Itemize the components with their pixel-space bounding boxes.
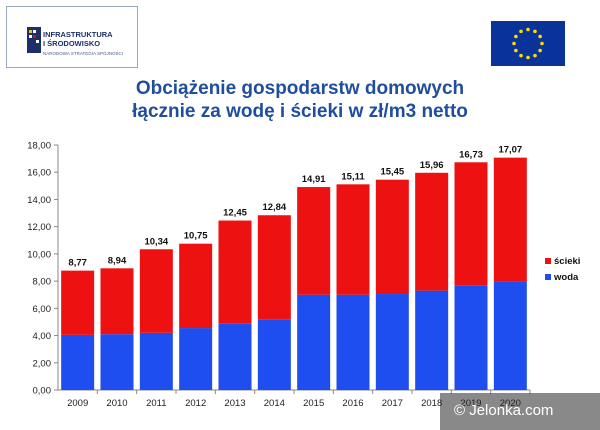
bar-scieki	[100, 268, 134, 335]
eu-star-icon	[512, 41, 516, 46]
chart-title-line-1: Obciążenie gospodarstw domowych	[135, 78, 465, 99]
x-tick-label: 2015	[303, 398, 324, 409]
legend-label: woda	[553, 272, 579, 283]
bar-woda	[336, 294, 370, 390]
bar-total-label: 16,73	[459, 149, 483, 160]
bar-scieki	[139, 249, 173, 333]
bar-scieki	[493, 157, 527, 282]
chart-title-line-2: łącznie za wodę i ścieki w zł/m3 netto	[132, 101, 468, 122]
bar-total-label: 15,11	[341, 171, 365, 182]
bar-total-label: 15,96	[420, 160, 444, 171]
bar-scieki	[415, 172, 449, 291]
watermark-text: © Jelonka.com	[454, 402, 554, 419]
bar-total-label: 12,84	[262, 202, 286, 213]
eu-star-icon	[538, 34, 542, 39]
bar-scieki	[61, 270, 95, 335]
bar-total-label: 15,45	[380, 167, 404, 178]
bar-total-label: 10,34	[144, 236, 168, 247]
bar-total-label: 8,77	[68, 258, 87, 269]
bar-scieki	[218, 220, 252, 324]
bar-woda	[100, 334, 134, 390]
eu-star-icon	[526, 27, 530, 32]
eu-star-icon	[514, 34, 518, 39]
logo-mark-icon	[27, 27, 41, 53]
bar-woda	[139, 332, 173, 390]
bar-total-label: 12,45	[223, 208, 247, 219]
bar-woda	[179, 328, 213, 390]
eu-star-icon	[519, 29, 523, 34]
y-tick-label: 18,00	[27, 141, 51, 152]
bar-total-label: 8,94	[108, 255, 127, 266]
stacked-bar-chart: 0,00 2,00 4,00 6,00 8,00 10,00 12,00 14,00 16,00…	[27, 141, 580, 410]
bar-woda	[257, 319, 291, 390]
eu-flag-icon	[491, 21, 565, 66]
eu-star-icon	[533, 53, 537, 58]
logo-line-3: NARODOWA STRATEGIA SPÓJNOŚCI	[43, 51, 124, 56]
infrastruktura-logo: INFRASTRUKTURA I ŚRODOWISKO NARODOWA STR…	[6, 6, 138, 68]
x-tick-label: 2013	[224, 398, 245, 409]
x-tick-label: 2010	[106, 398, 127, 409]
logo-line-2: I ŚRODOWISKO	[43, 39, 101, 48]
bar-woda	[454, 285, 488, 390]
y-tick-label: 12,00	[27, 222, 51, 233]
watermark: © Jelonka.com	[440, 393, 600, 430]
x-tick-label: 2018	[421, 398, 442, 409]
eu-star-icon	[514, 48, 518, 53]
bar-woda	[493, 281, 527, 390]
bar-scieki	[297, 187, 331, 295]
bar-woda	[375, 294, 409, 390]
eu-star-icon	[533, 29, 537, 34]
eu-star-icon	[526, 55, 530, 60]
x-tick-label: 2017	[382, 398, 403, 409]
bar-total-label: 17,07	[498, 145, 522, 156]
x-tick-label: 2009	[67, 398, 88, 409]
x-tick-label: 2012	[185, 398, 206, 409]
bar-scieki	[179, 243, 213, 329]
eu-star-icon	[540, 41, 544, 46]
y-tick-label: 10,00	[27, 249, 51, 260]
bar-scieki	[336, 184, 370, 295]
bar-woda	[415, 290, 449, 390]
bar-woda	[297, 294, 331, 390]
y-tick-label: 4,00	[33, 331, 52, 342]
bar-total-label: 14,91	[302, 174, 326, 185]
bar-scieki	[454, 162, 488, 286]
eu-star-icon	[538, 48, 542, 53]
bar-total-label: 10,75	[184, 231, 208, 242]
bar-scieki	[257, 215, 291, 320]
eu-star-icon	[519, 53, 523, 58]
y-tick-label: 2,00	[33, 358, 52, 369]
legend-swatch	[545, 258, 551, 264]
y-tick-label: 8,00	[33, 277, 52, 288]
bar-woda	[61, 334, 95, 390]
logo-line-1: INFRASTRUKTURA	[43, 30, 113, 39]
x-tick-label: 2016	[342, 398, 363, 409]
legend-label: ścieki	[554, 256, 580, 267]
bar-scieki	[375, 179, 409, 295]
y-tick-label: 16,00	[27, 168, 51, 179]
x-tick-label: 2011	[146, 398, 166, 409]
bar-woda	[218, 323, 252, 390]
y-tick-label: 14,00	[27, 195, 51, 206]
legend-swatch	[545, 274, 551, 280]
y-tick-label: 6,00	[33, 304, 52, 315]
x-tick-label: 2014	[264, 398, 285, 409]
y-tick-label: 0,00	[33, 386, 52, 397]
